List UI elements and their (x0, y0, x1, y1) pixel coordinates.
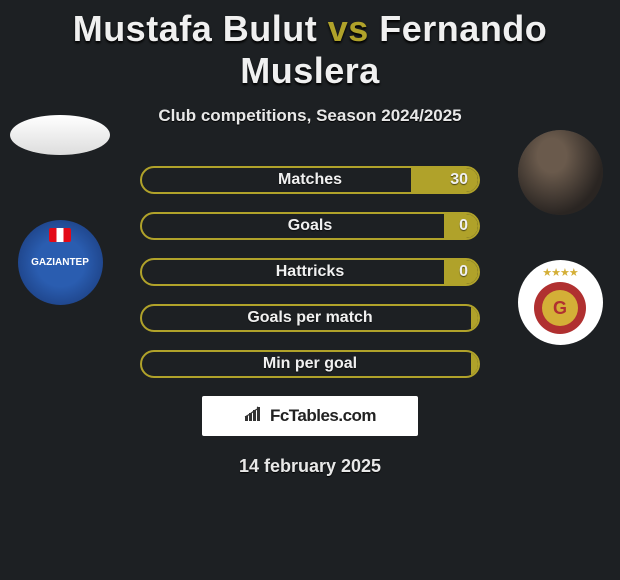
player1-crest: GAZIANTEP (18, 220, 103, 305)
stat-value-right: 30 (450, 171, 468, 189)
stat-value-right: 0 (459, 263, 468, 281)
comparison-title: Mustafa Bulut vs Fernando Muslera (0, 0, 620, 92)
crest2-stars: ★★★★ (518, 266, 603, 279)
chart-bar-icon (244, 406, 264, 427)
stat-label: Hattricks (276, 263, 344, 281)
stat-row: Matches 30 (140, 166, 480, 194)
stat-row: Hattricks 0 (140, 258, 480, 286)
crest2-letter: G (553, 298, 567, 319)
stat-row: Goals per match (140, 304, 480, 332)
stat-row: Goals 0 (140, 212, 480, 240)
stat-fill-right (471, 352, 478, 376)
stat-value-right: 0 (459, 217, 468, 235)
stat-label: Goals (288, 217, 332, 235)
right-column: ★★★★ G (510, 130, 610, 390)
date-label: 14 february 2025 (0, 456, 620, 477)
crest1-flag (49, 228, 71, 242)
stat-label: Min per goal (263, 355, 357, 373)
player1-avatar (10, 115, 110, 155)
brand-box: FcTables.com (202, 396, 418, 436)
stats-rows: Matches 30 Goals 0 Hattricks 0 Goals per match… (140, 166, 480, 378)
left-column: GAZIANTEP (10, 115, 110, 350)
player2-avatar (518, 130, 603, 215)
player1-name: Mustafa Bulut (73, 8, 318, 49)
player2-face (518, 130, 603, 215)
stat-fill-right (471, 306, 478, 330)
crest2-inner: G (542, 290, 578, 326)
stat-label: Goals per match (247, 309, 372, 327)
crest1-label: GAZIANTEP (31, 257, 89, 268)
vs-label: vs (328, 8, 369, 49)
brand-text: FcTables.com (270, 406, 376, 426)
crest2-circle: G (534, 282, 586, 334)
player2-crest: ★★★★ G (518, 260, 603, 345)
stat-row: Min per goal (140, 350, 480, 378)
stat-label: Matches (278, 171, 342, 189)
